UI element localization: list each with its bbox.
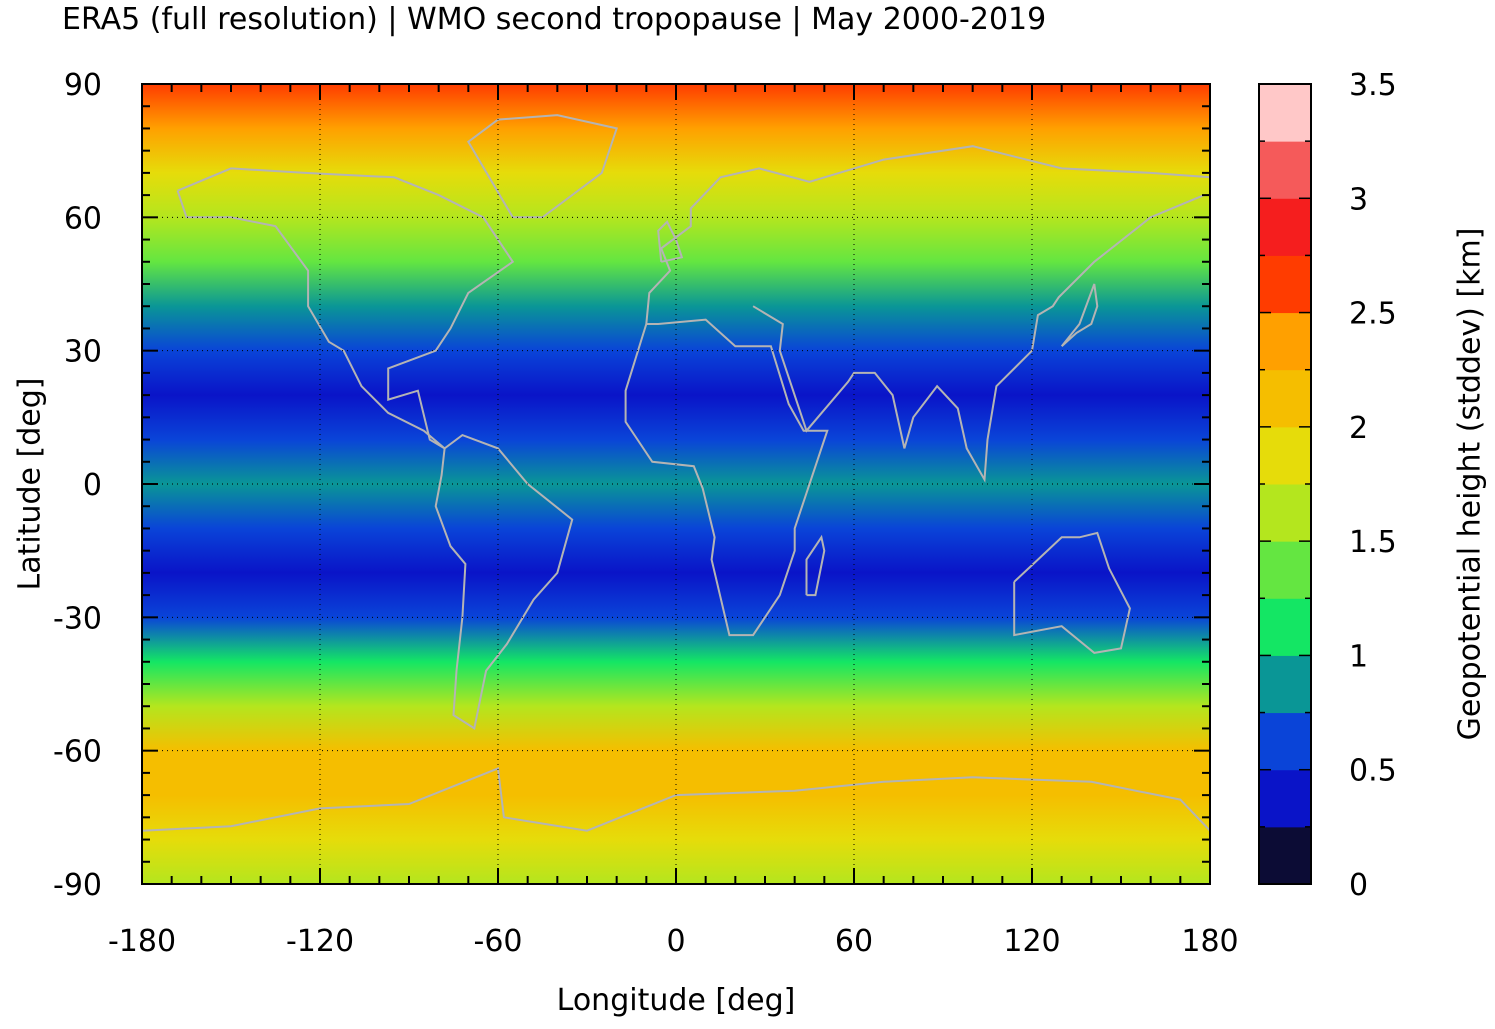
colorbar-tick-label: 3.5 [1349,68,1397,103]
y-tick-label: -30 [53,601,102,636]
x-tick-label: 120 [1003,924,1060,959]
colorbar-swatch [1259,826,1311,885]
colorbar-swatch [1259,426,1311,485]
coastline [1013,531,1131,654]
y-axis: 90 60 30 0 -30 -60 -90 [53,68,1210,903]
x-tick-label: -60 [474,924,523,959]
colorbar-tick-label: 2.5 [1349,297,1397,332]
x-tick-label: 0 [666,924,685,959]
coastline [466,114,619,219]
colorbar-tick-label: 2 [1349,411,1368,446]
colorbar-tick-label: 3 [1349,182,1368,217]
chart-title: ERA5 (full resolution) | WMO second trop… [62,2,1047,37]
y-axis-label: Latitude [deg] [12,377,48,591]
x-tick-label: 60 [835,924,873,959]
colorbar-swatch [1259,141,1311,199]
colorbar-swatch [1259,312,1311,371]
y-tick-label: -90 [53,868,102,903]
colorbar-tick-label: 1.5 [1349,525,1397,560]
colorbar-label: Geopotential height (stddev) [km] [1452,227,1488,741]
colorbar-swatch [1259,369,1311,428]
colorbar-tick-label: 0.5 [1349,754,1397,789]
y-tick-label: 60 [64,201,102,236]
colorbar-swatch [1259,198,1311,256]
coastline [645,145,1210,325]
coastline [176,167,574,731]
y-tick-label: 0 [83,468,102,503]
coastline [142,766,1210,832]
y-tick-label: -60 [53,735,102,770]
coastline [624,318,829,637]
x-tick-label: -120 [286,924,354,959]
coastline [752,194,1205,483]
colorbar: 0 0.5 1 1.5 2 2.5 3 3.5 [1258,68,1397,903]
colorbar-tick-label: 1 [1349,639,1368,674]
x-axis-label: Longitude [deg] [556,983,796,1018]
x-tick-label: -180 [108,924,176,959]
colorbar-swatch [1259,655,1311,714]
coastline-overlay [142,114,1210,832]
coastline [657,220,684,263]
y-tick-label: 90 [64,68,102,103]
coastline [805,534,826,597]
colorbar-swatch [1259,484,1311,542]
colorbar-swatch [1259,255,1311,314]
y-tick-label: 30 [64,335,102,370]
coastline [1060,283,1099,347]
colorbar-tick-label: 0 [1349,868,1368,903]
colorbar-swatch [1259,598,1311,656]
grid-lines [142,84,1210,884]
x-tick-label: 180 [1181,924,1238,959]
colorbar-swatch [1259,84,1311,142]
colorbar-swatch [1259,712,1311,771]
colorbar-swatch [1259,769,1311,828]
colorbar-swatch [1259,541,1311,599]
x-axis: -180 -120 -60 0 60 120 180 [108,84,1239,959]
